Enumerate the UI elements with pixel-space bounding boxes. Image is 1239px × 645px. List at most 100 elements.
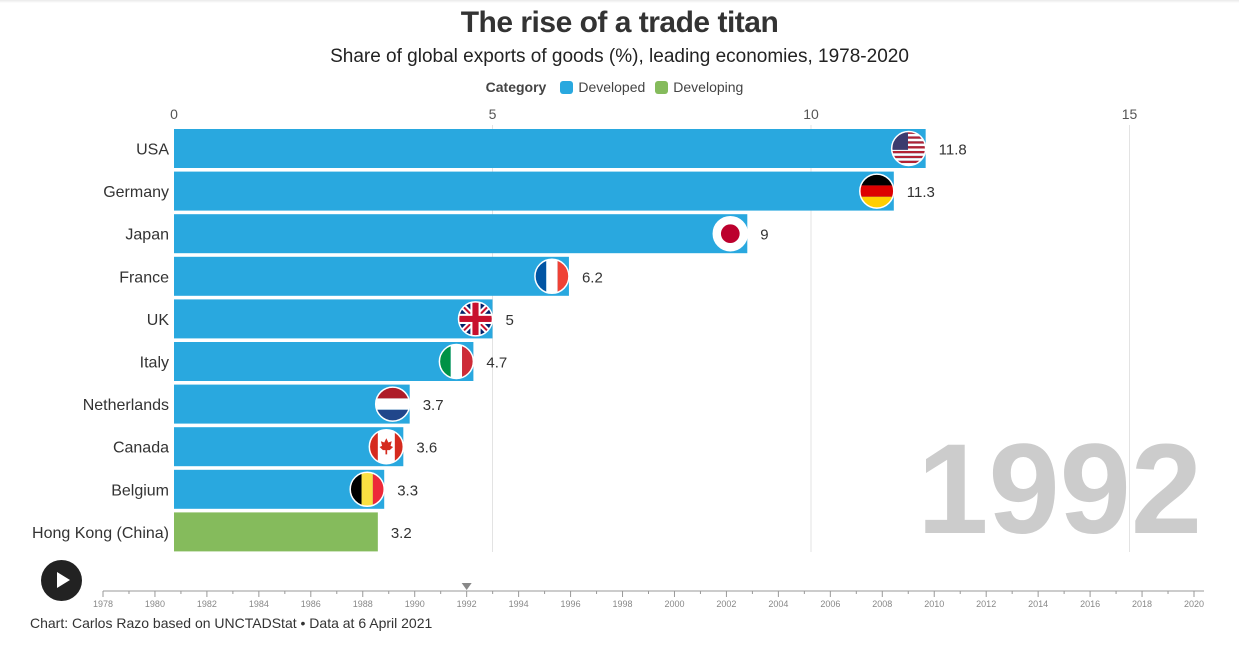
timeline-year-label: 1982 — [197, 599, 217, 609]
maple-leaf — [379, 438, 394, 455]
timeline-year-label: 1984 — [249, 599, 269, 609]
flag-part — [534, 259, 547, 294]
bar-row: UK 5 — [147, 299, 514, 339]
flag-part — [546, 259, 558, 294]
bar[interactable] — [174, 342, 474, 381]
france-flag-icon — [534, 259, 569, 294]
value-label: 9 — [760, 227, 768, 244]
footer-credit: Chart: Carlos Razo based on UNCTADStat •… — [30, 615, 433, 631]
flag-part — [350, 472, 362, 507]
flag-stripe — [891, 150, 926, 154]
legend-item-developed[interactable]: Developed — [560, 79, 645, 95]
bar-row: France 6.2 — [119, 256, 603, 296]
flag-border — [457, 301, 494, 337]
value-label: 4.7 — [486, 355, 507, 372]
timeline-year-label: 1996 — [561, 599, 581, 609]
timeline-year-label: 1980 — [145, 599, 165, 609]
flag-stripe — [891, 133, 926, 137]
year-watermark: 1992 — [917, 418, 1202, 561]
flag-stripe — [891, 143, 926, 147]
timeline-year-label: 2006 — [820, 599, 840, 609]
flag-stripe — [891, 141, 926, 144]
belgium-flag-icon — [350, 472, 385, 507]
legend-label-developing: Developing — [673, 79, 744, 95]
value-label: 3.6 — [416, 440, 437, 457]
flag-border — [349, 471, 385, 508]
bar[interactable] — [174, 256, 569, 296]
flag-stripe — [891, 138, 926, 142]
flag-part — [394, 429, 404, 464]
legend-swatch-developed — [560, 80, 574, 94]
value-label: 3.2 — [391, 525, 412, 542]
timeline-year-label: 2018 — [1132, 599, 1152, 609]
bar[interactable] — [174, 171, 894, 211]
flag-border — [368, 428, 405, 465]
bar[interactable] — [174, 384, 410, 424]
timeline-handle[interactable] — [461, 583, 472, 590]
flag-stripe — [891, 153, 926, 156]
category-label: Canada — [113, 440, 169, 457]
timeline-year-label: 2014 — [1028, 599, 1048, 609]
bar[interactable] — [174, 469, 385, 509]
flag-part — [372, 472, 385, 507]
flag-border — [712, 215, 749, 252]
timeline-year-label: 2000 — [664, 599, 684, 609]
category-label: Netherlands — [83, 397, 169, 414]
value-label: 6.2 — [582, 269, 603, 286]
flag-border — [438, 343, 475, 380]
bar-row: Germany 11.3 — [103, 171, 935, 211]
flag-part — [462, 344, 474, 379]
top-divider — [0, 0, 1239, 3]
bar-row: Hong Kong (China) 3.2 — [32, 512, 412, 552]
timeline-year-label: 2020 — [1184, 599, 1204, 609]
flag-stripe — [891, 158, 926, 161]
bar-row: Japan 9 — [125, 214, 769, 254]
category-label: Hong Kong (China) — [32, 525, 169, 542]
timeline-year-label: 1988 — [353, 599, 373, 609]
bar[interactable] — [174, 214, 748, 254]
category-label: USA — [136, 142, 169, 159]
flag-part — [361, 472, 373, 507]
flag-cross — [472, 301, 479, 336]
timeline-year-label: 2012 — [976, 599, 996, 609]
flag-sun — [720, 224, 740, 244]
timeline-year-label: 1992 — [457, 599, 477, 609]
bar-row: Belgium 3.3 — [111, 469, 418, 509]
legend-item-developing[interactable]: Developing — [655, 79, 743, 95]
flag-part — [450, 344, 463, 379]
category-label: Belgium — [111, 482, 169, 499]
chart-subtitle: Share of global exports of goods (%), le… — [330, 46, 909, 67]
japan-flag-icon — [713, 216, 748, 251]
flag-stripe — [891, 160, 926, 164]
bar[interactable] — [174, 129, 926, 168]
legend-label-developed: Developed — [578, 79, 646, 95]
value-label: 11.3 — [907, 184, 935, 201]
flag-part — [375, 409, 410, 422]
flag-stripe — [891, 148, 926, 151]
x-tick-label: 10 — [803, 106, 819, 122]
value-label: 11.8 — [939, 142, 967, 159]
flag-part — [859, 185, 894, 197]
timeline-year-label: 1990 — [405, 599, 425, 609]
flag-part — [557, 259, 569, 294]
canada-flag-icon — [369, 429, 404, 464]
flag-stripe — [891, 131, 926, 134]
bar-row: USA 11.8 — [136, 129, 967, 168]
flag-part — [369, 429, 378, 464]
bar[interactable] — [174, 427, 404, 467]
flag-stripe — [891, 163, 926, 166]
bar[interactable] — [174, 512, 378, 552]
flag-border — [859, 173, 895, 209]
bar-row: Netherlands 3.7 — [83, 384, 444, 424]
bar[interactable] — [174, 299, 493, 339]
bar-row: Italy 4.7 — [140, 342, 507, 381]
timeline-year-label: 1986 — [301, 599, 321, 609]
flag-border — [534, 258, 570, 295]
flag-part — [375, 387, 410, 399]
timeline-year-label: 1998 — [613, 599, 633, 609]
timeline-year-label: 2002 — [716, 599, 736, 609]
play-button[interactable] — [41, 560, 82, 601]
uk-flag-icon — [458, 301, 493, 336]
value-label: 5 — [506, 312, 514, 329]
